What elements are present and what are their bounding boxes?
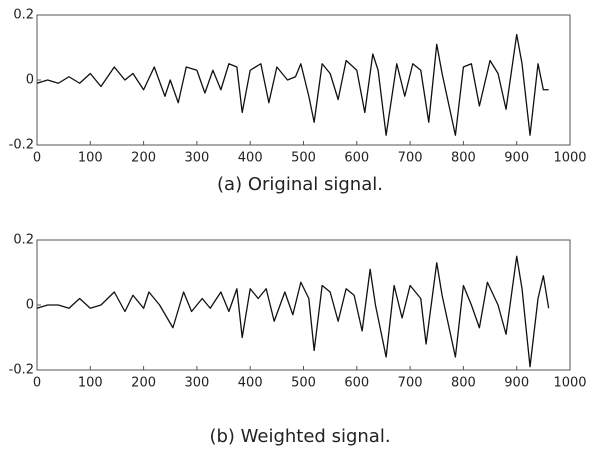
- x-tick-label: 500: [291, 376, 316, 391]
- x-tick-label: 700: [398, 376, 423, 391]
- y-tick-label: 0: [26, 73, 34, 88]
- y-tick-label: -0.2: [9, 363, 34, 378]
- x-tick-label: 400: [238, 376, 263, 391]
- y-tick-label: 0.2: [13, 233, 34, 248]
- x-tick-label: 800: [451, 151, 476, 166]
- signal-line: [36, 255, 550, 368]
- signal-line: [36, 33, 549, 136]
- x-tick-label: 200: [131, 151, 156, 166]
- caption: (a) Original signal.: [217, 174, 383, 195]
- x-tick-label: 700: [398, 151, 423, 166]
- x-tick-label: 400: [238, 151, 263, 166]
- y-tick-label: 0: [26, 298, 34, 313]
- x-tick-label: 500: [291, 151, 316, 166]
- y-tick-label: -0.2: [9, 138, 34, 153]
- x-tick-label: 100: [78, 151, 103, 166]
- x-tick-label: 0: [33, 151, 41, 166]
- x-tick-label: 300: [184, 151, 209, 166]
- x-tick-label: 600: [344, 376, 369, 391]
- plot-frame: [36, 14, 571, 146]
- x-tick-label: 100: [78, 376, 103, 391]
- x-tick-label: 1000: [553, 151, 586, 166]
- caption: (b) Weighted signal.: [209, 426, 390, 447]
- x-tick-label: 600: [344, 151, 369, 166]
- x-tick-label: 900: [504, 151, 529, 166]
- x-tick-label: 900: [504, 376, 529, 391]
- plot-frame: [36, 239, 571, 371]
- x-tick-label: 800: [451, 376, 476, 391]
- x-tick-label: 1000: [553, 376, 586, 391]
- x-tick-label: 200: [131, 376, 156, 391]
- y-tick-label: 0.2: [13, 8, 34, 23]
- x-tick-label: 300: [184, 376, 209, 391]
- x-tick-label: 0: [33, 376, 41, 391]
